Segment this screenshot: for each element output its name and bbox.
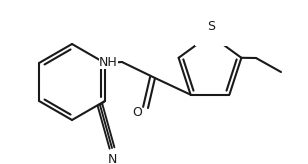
Text: NH: NH <box>99 55 118 69</box>
Text: S: S <box>207 20 215 33</box>
Text: N: N <box>107 153 117 164</box>
Text: O: O <box>132 105 142 119</box>
